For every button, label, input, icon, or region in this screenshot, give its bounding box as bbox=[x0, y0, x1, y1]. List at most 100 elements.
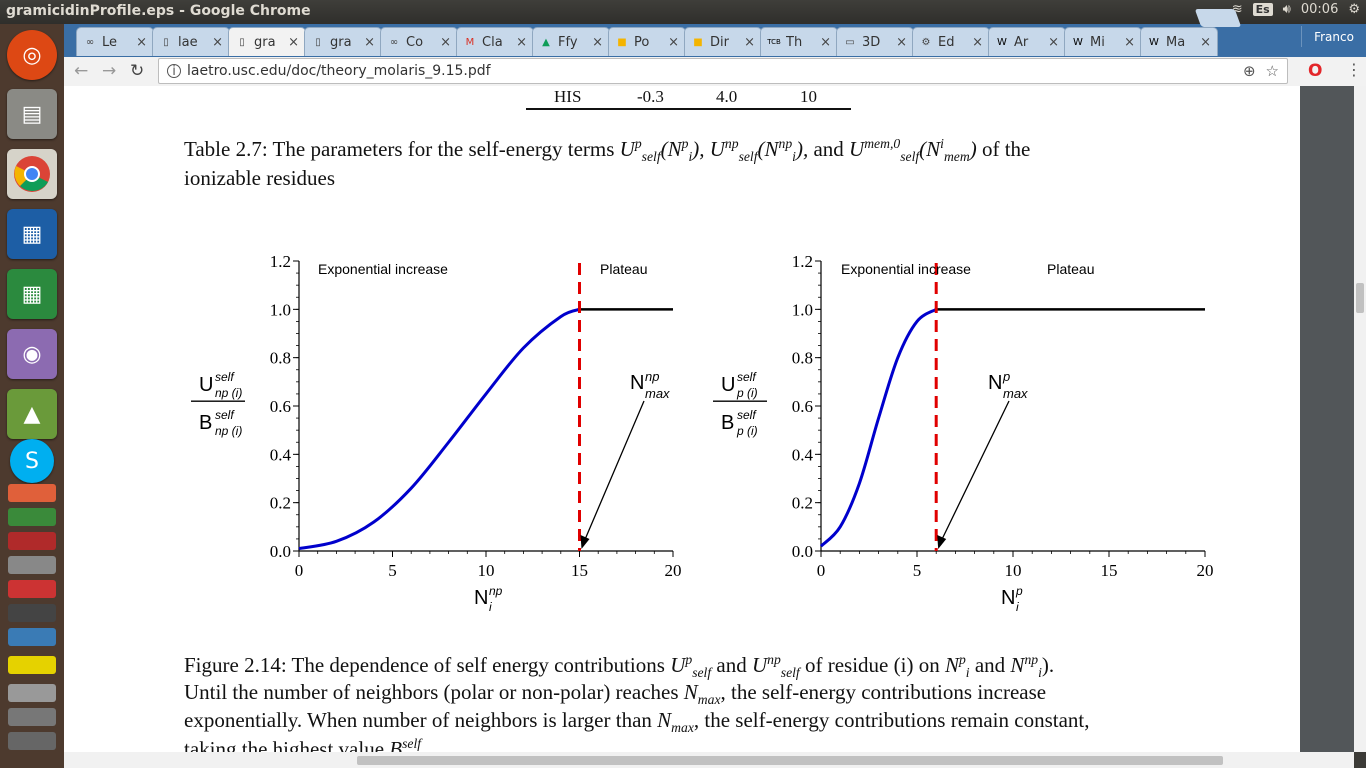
region-label-exponential: Exponential increase bbox=[841, 261, 971, 277]
volume-icon[interactable]: 🔊︎ bbox=[1282, 2, 1291, 17]
tab-10[interactable]: ▭ 3D × bbox=[836, 27, 914, 56]
new-tab-button[interactable] bbox=[1194, 9, 1242, 27]
tab-3[interactable]: ▯ gra × bbox=[304, 27, 382, 56]
app-h-icon[interactable] bbox=[8, 656, 56, 674]
wifi-icon[interactable]: ≋ bbox=[1231, 2, 1243, 17]
tab-close-icon[interactable]: × bbox=[212, 34, 223, 50]
figure-caption-line4: taking the highest value Bself bbox=[184, 736, 422, 752]
tab-close-icon[interactable]: × bbox=[1200, 34, 1211, 50]
link-icon: ∞ bbox=[389, 36, 399, 48]
tab-label: 3D bbox=[862, 34, 881, 50]
tab-5[interactable]: M Cla × bbox=[456, 27, 534, 56]
tab-close-icon[interactable]: × bbox=[972, 34, 983, 50]
app-e-icon[interactable] bbox=[8, 580, 56, 598]
android-studio-icon[interactable]: ▲ bbox=[7, 389, 57, 439]
app-d-icon[interactable] bbox=[8, 556, 56, 574]
vertical-scrollbar[interactable] bbox=[1354, 86, 1366, 752]
bookmark-star-icon[interactable]: ☆ bbox=[1265, 62, 1279, 80]
tcb-icon: TCB bbox=[767, 38, 781, 46]
app-k-icon[interactable] bbox=[8, 732, 56, 750]
app-c-icon[interactable] bbox=[8, 532, 56, 550]
back-arrow-icon[interactable]: ← bbox=[74, 61, 89, 81]
annotation-arrow bbox=[582, 400, 645, 544]
x-tick-label: 5 bbox=[913, 561, 922, 580]
tab-close-icon[interactable]: × bbox=[364, 34, 375, 50]
vertical-scroll-thumb[interactable] bbox=[1356, 283, 1364, 313]
launcher: ◎ ▤ ▦ ▦ ◉ ▲ S bbox=[0, 24, 64, 768]
tab-close-icon[interactable]: × bbox=[136, 34, 147, 50]
tab-close-icon[interactable]: × bbox=[1048, 34, 1059, 50]
annotation-sub: max bbox=[645, 386, 670, 401]
calc-icon[interactable]: ▦ bbox=[7, 269, 57, 319]
tab-2[interactable]: ▯ gra × bbox=[228, 27, 306, 56]
annotation-label: N bbox=[630, 372, 644, 394]
profile-button[interactable]: Franco bbox=[1301, 26, 1366, 47]
tab-close-icon[interactable]: × bbox=[820, 34, 831, 50]
tab-9[interactable]: TCB Th × bbox=[760, 27, 838, 56]
img-icon: ▭ bbox=[845, 36, 855, 48]
chrome-menu-icon[interactable]: ⋮ bbox=[1346, 60, 1362, 79]
wiki-icon: W bbox=[997, 36, 1007, 48]
y-axis-label-den-sub: p (i) bbox=[736, 424, 758, 438]
x-axis-label-sup: p bbox=[1015, 584, 1023, 598]
keyboard-layout-indicator[interactable]: Es bbox=[1252, 3, 1273, 16]
tab-label: Ffy bbox=[558, 34, 578, 50]
tab-close-icon[interactable]: × bbox=[440, 34, 451, 50]
app-f-icon[interactable] bbox=[8, 604, 56, 622]
reload-icon[interactable]: ↻ bbox=[130, 61, 145, 81]
x-tick-label: 0 bbox=[295, 561, 304, 580]
tab-1[interactable]: ▯ lae × bbox=[152, 27, 230, 56]
annotation-arrowhead bbox=[937, 535, 947, 549]
tab-8[interactable]: ■ Dir × bbox=[684, 27, 762, 56]
address-bar[interactable]: i laetro.usc.edu/doc/theory_molaris_9.15… bbox=[158, 58, 1288, 84]
x-tick-label: 15 bbox=[1101, 561, 1118, 580]
opera-extension-icon[interactable]: O bbox=[1308, 61, 1323, 81]
tab-close-icon[interactable]: × bbox=[896, 34, 907, 50]
zoom-icon[interactable]: ⊕ bbox=[1242, 62, 1256, 80]
figure-caption-line1: Figure 2.14: The dependence of self ener… bbox=[184, 652, 1055, 681]
software-icon[interactable]: ◉ bbox=[7, 329, 57, 379]
tab-label: Ma bbox=[1166, 34, 1186, 50]
wiki-icon: W bbox=[1149, 36, 1159, 48]
forward-arrow-icon[interactable]: → bbox=[102, 61, 117, 81]
figure-caption-line3: exponentially. When number of neighbors … bbox=[184, 708, 1090, 736]
app-a-icon[interactable] bbox=[8, 484, 56, 502]
tab-0[interactable]: ∞ Le × bbox=[76, 27, 154, 56]
x-tick-label: 20 bbox=[665, 561, 682, 580]
app-j-icon[interactable] bbox=[8, 708, 56, 726]
settings-gear-icon[interactable]: ⚙ bbox=[1348, 2, 1360, 17]
app-b-icon[interactable] bbox=[8, 508, 56, 526]
horizontal-scroll-thumb[interactable] bbox=[357, 756, 1223, 765]
app-g-icon[interactable] bbox=[8, 628, 56, 646]
y-axis-label-den: B bbox=[199, 412, 212, 434]
files-icon[interactable]: ▤ bbox=[7, 89, 57, 139]
tab-4[interactable]: ∞ Co × bbox=[380, 27, 458, 56]
app-i-icon[interactable] bbox=[8, 684, 56, 702]
y-tick-label: 0.8 bbox=[792, 349, 813, 368]
y-tick-label: 1.2 bbox=[792, 252, 813, 271]
tab-label: Mi bbox=[1090, 34, 1105, 50]
tab-11[interactable]: ⚙ Ed × bbox=[912, 27, 990, 56]
ubuntu-dash-icon[interactable]: ◎ bbox=[7, 30, 57, 80]
tab-14[interactable]: W Ma × bbox=[1140, 27, 1218, 56]
tab-close-icon[interactable]: × bbox=[516, 34, 527, 50]
tab-12[interactable]: W Ar × bbox=[988, 27, 1066, 56]
clock[interactable]: 00:06 bbox=[1300, 2, 1339, 17]
tab-close-icon[interactable]: × bbox=[288, 34, 299, 50]
tab-label: Cla bbox=[482, 34, 503, 50]
tab-close-icon[interactable]: × bbox=[592, 34, 603, 50]
tab-close-icon[interactable]: × bbox=[668, 34, 679, 50]
y-axis-label-num-sub: p (i) bbox=[736, 386, 758, 400]
chrome-icon[interactable] bbox=[7, 149, 57, 199]
tab-13[interactable]: W Mi × bbox=[1064, 27, 1142, 56]
info-icon[interactable]: i bbox=[167, 64, 181, 79]
skype-icon[interactable]: S bbox=[10, 439, 54, 483]
tab-6[interactable]: ▲ Ffy × bbox=[532, 27, 610, 56]
tab-close-icon[interactable]: × bbox=[744, 34, 755, 50]
table-cell-name: HIS bbox=[554, 87, 582, 106]
tab-close-icon[interactable]: × bbox=[1124, 34, 1135, 50]
url-text: laetro.usc.edu/doc/theory_molaris_9.15.p… bbox=[187, 63, 491, 79]
y-tick-label: 1.0 bbox=[792, 300, 813, 319]
writer-icon[interactable]: ▦ bbox=[7, 209, 57, 259]
tab-7[interactable]: ■ Po × bbox=[608, 27, 686, 56]
